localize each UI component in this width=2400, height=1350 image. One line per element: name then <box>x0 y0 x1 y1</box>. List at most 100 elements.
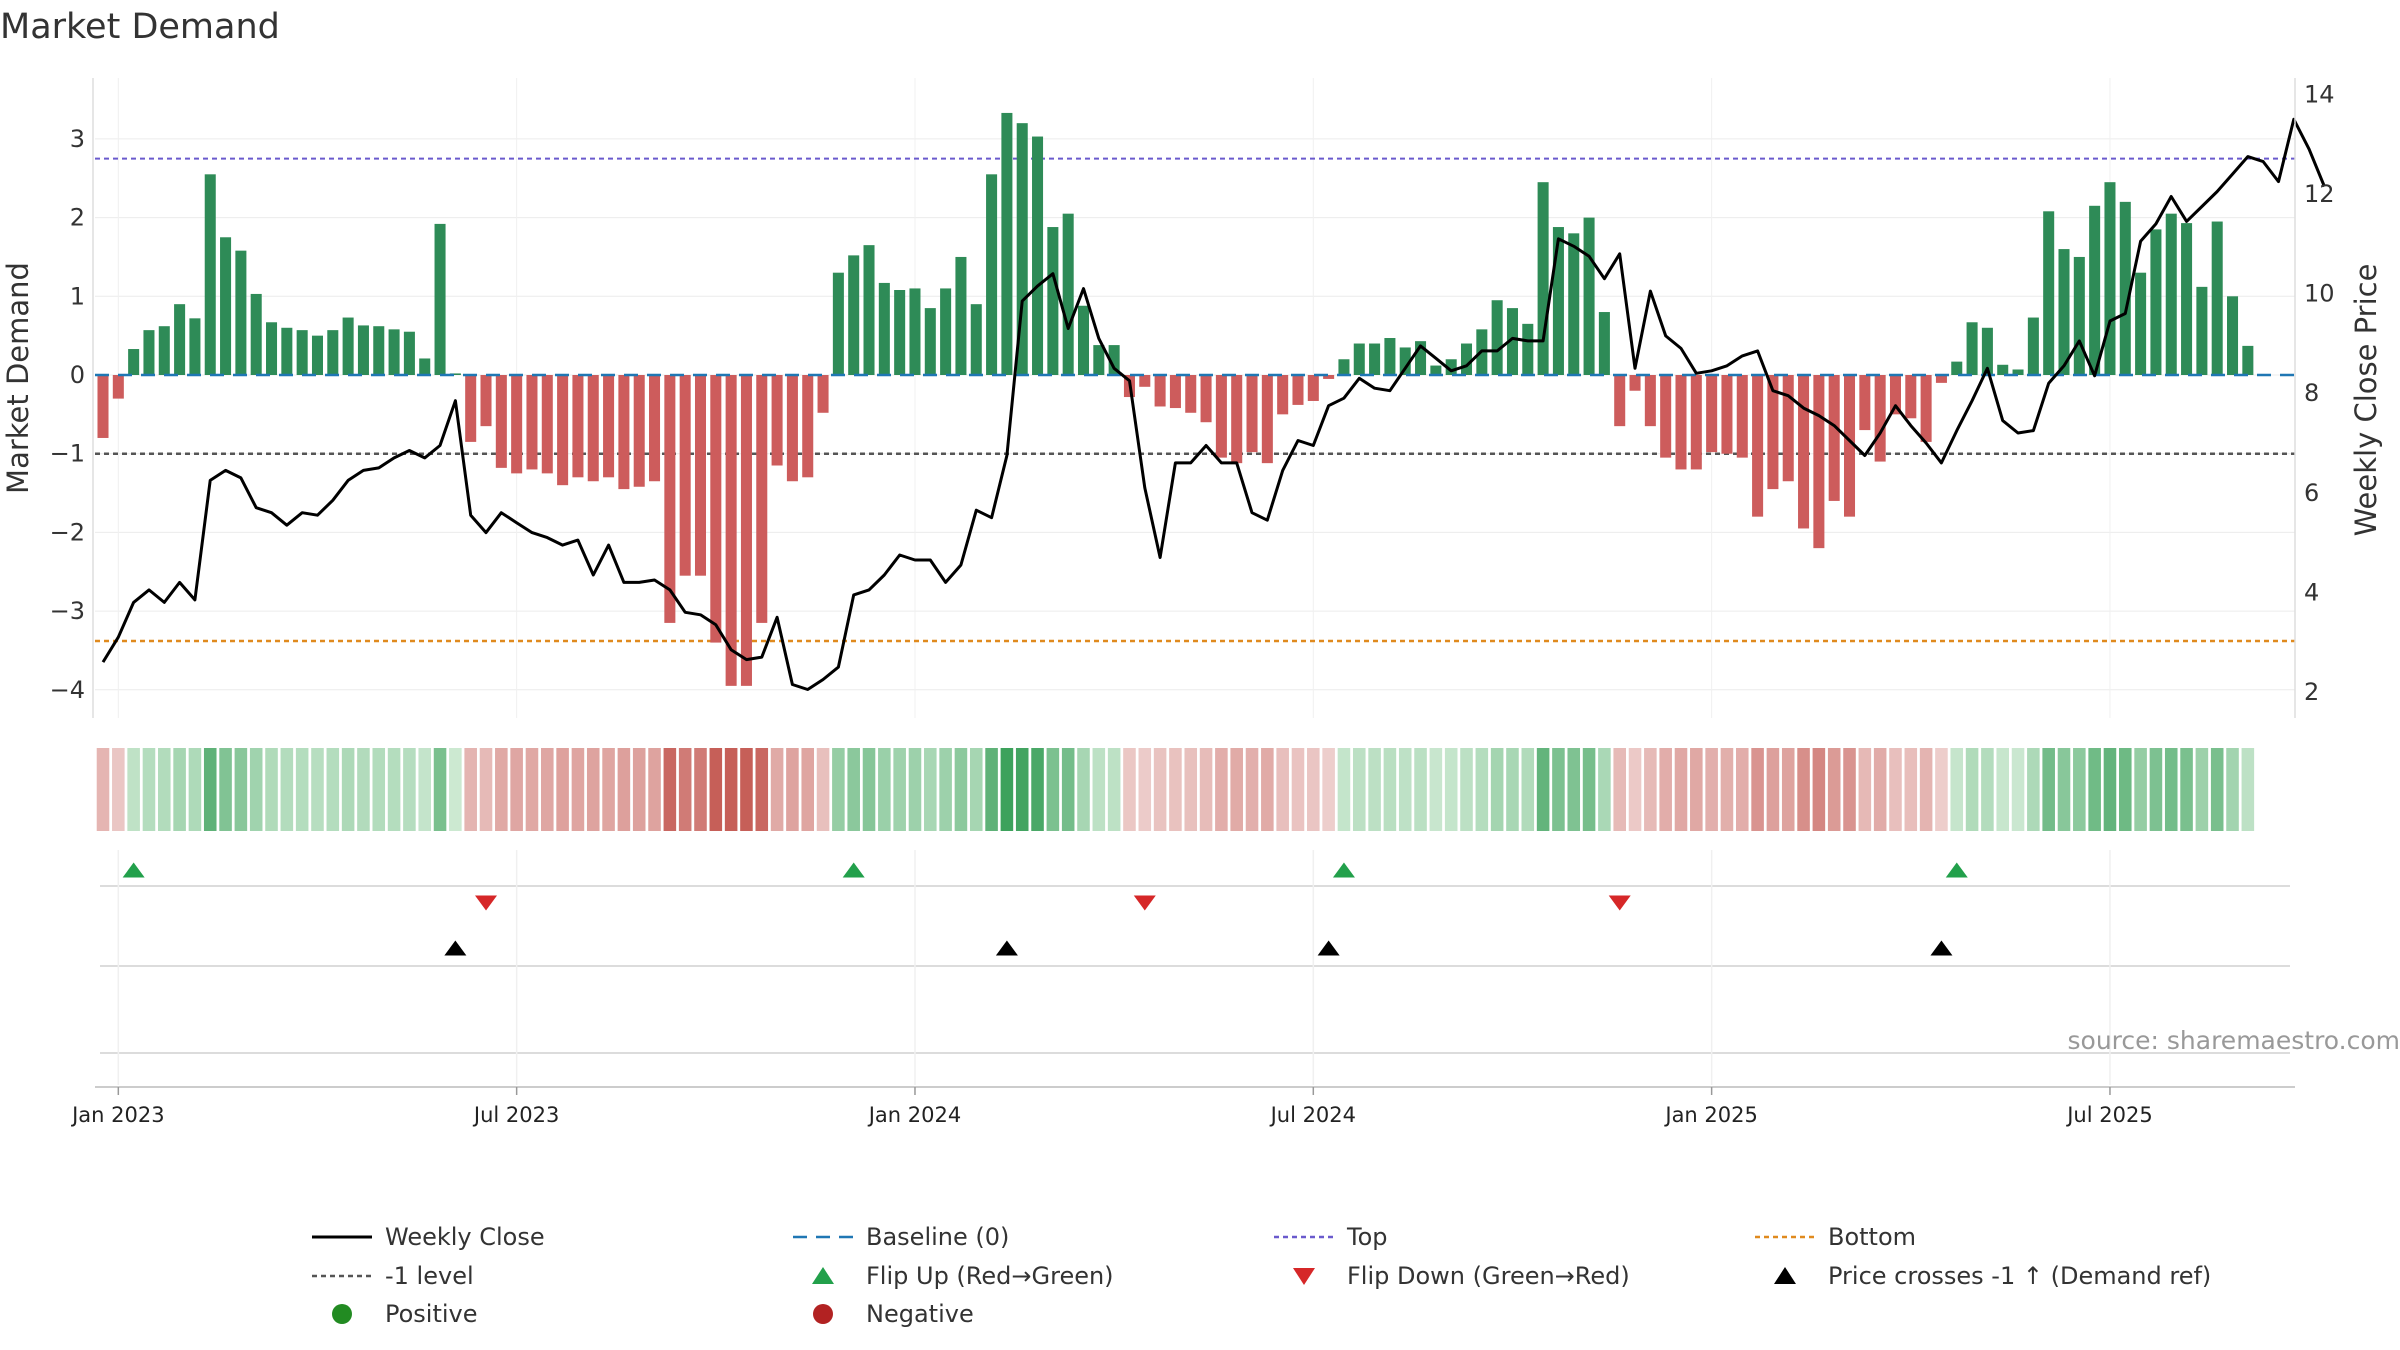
flip-up-marker <box>1945 862 1968 878</box>
legend-label: Flip Up (Red→Green) <box>866 1262 1114 1290</box>
legend-swatch <box>1293 1268 1315 1285</box>
y-tick-label: −3 <box>50 597 85 625</box>
demand-bar <box>1997 364 2009 375</box>
demand-bar <box>2012 369 2024 375</box>
demand-bar <box>894 290 906 375</box>
heat-cell <box>234 748 248 831</box>
demand-bar <box>1752 375 1764 517</box>
heat-cell <box>632 748 646 831</box>
y-tick-label: 3 <box>70 125 85 153</box>
demand-bar <box>1522 323 1534 375</box>
demand-bar <box>587 375 599 482</box>
demand-bar <box>357 325 369 375</box>
heat-cell <box>1981 748 1994 831</box>
heat-cell <box>2119 748 2132 831</box>
demand-bar <box>1445 359 1457 375</box>
heat-cell <box>295 748 309 831</box>
heat-cell <box>1475 748 1489 831</box>
demand-bar <box>220 237 232 375</box>
legend-label: Weekly Close <box>385 1223 545 1251</box>
demand-bar <box>1430 365 1442 375</box>
heat-cell <box>1812 748 1826 831</box>
demand-bar <box>649 375 661 482</box>
y2-tick-label: 14 <box>2304 80 2335 108</box>
demand-bar <box>1721 375 1733 454</box>
heat-cell <box>1107 748 1121 831</box>
demand-bar <box>1828 375 1840 501</box>
demand-bar <box>1323 375 1335 379</box>
demand-bar <box>802 375 814 478</box>
demand-bar <box>1246 375 1258 453</box>
demand-bar <box>1905 375 1917 419</box>
demand-bar <box>2181 223 2193 375</box>
heat-cell <box>1506 748 1519 831</box>
demand-bar <box>710 375 722 643</box>
heat-cell <box>1613 748 1626 831</box>
demand-bar <box>2089 205 2101 375</box>
heat-cell <box>755 748 769 831</box>
heat-cell <box>1490 748 1504 831</box>
y-tick-label: −4 <box>50 676 85 704</box>
heat-cell <box>1644 748 1657 831</box>
demand-bar <box>250 293 262 375</box>
demand-bar <box>1154 375 1166 407</box>
demand-bar <box>940 288 952 375</box>
legend-swatch <box>813 1304 833 1324</box>
demand-bar <box>1552 227 1564 375</box>
demand-bar <box>1583 217 1595 375</box>
heat-cell <box>1889 748 1902 831</box>
demand-bar <box>311 335 323 375</box>
demand-bar <box>2196 286 2208 375</box>
flip-up-marker <box>1332 862 1355 878</box>
demand-bar <box>924 308 936 375</box>
heat-cell <box>2180 748 2193 831</box>
source-credit: source: sharemaestro.com <box>2068 1026 2400 1055</box>
heat-cell <box>617 748 631 831</box>
demand-bar <box>2043 211 2055 375</box>
heat-cell <box>1429 748 1443 831</box>
heat-cell <box>832 748 845 831</box>
heat-cell <box>1383 748 1397 831</box>
heat-cell <box>1352 748 1366 831</box>
x-tick-label: Jul 2025 <box>2065 1103 2152 1127</box>
heat-cell <box>449 748 462 831</box>
heat-cell <box>1766 748 1780 831</box>
heat-cell <box>1444 748 1458 831</box>
heat-cell <box>709 748 723 831</box>
demand-bar <box>1231 375 1243 464</box>
demand-bar <box>449 373 461 375</box>
demand-bar <box>2242 345 2254 375</box>
demand-bar <box>112 375 124 399</box>
heat-cell <box>142 748 156 831</box>
heat-cell <box>1781 748 1795 831</box>
demand-bar <box>174 304 186 375</box>
legend-label: Positive <box>385 1300 478 1328</box>
price-cross-marker <box>1930 940 1953 956</box>
heat-cell <box>219 748 232 831</box>
demand-bar <box>909 288 921 375</box>
heat-cell <box>1046 748 1060 831</box>
heat-cell <box>847 748 860 831</box>
heat-cell <box>571 748 585 831</box>
heat-cell <box>173 748 186 831</box>
heat-cell <box>1720 748 1734 831</box>
demand-bar <box>1460 343 1473 375</box>
heat-cell <box>1092 748 1106 831</box>
demand-bar <box>2150 229 2162 375</box>
heat-cell <box>249 748 263 831</box>
heat-cell <box>510 748 523 831</box>
heat-cell <box>2027 748 2040 831</box>
demand-bar <box>373 326 385 375</box>
demand-bar <box>403 331 415 375</box>
heat-cell <box>908 748 922 831</box>
heat-cell <box>2241 748 2255 831</box>
heat-cell <box>1690 748 1703 831</box>
demand-bar <box>1491 300 1503 375</box>
heat-cell <box>2134 748 2147 831</box>
x-axis: Jan 2023 Jul 2023 Jan 2024 Jul 2024 Jan 2025… <box>70 1086 2295 1127</box>
heat-cell <box>418 748 432 831</box>
legend-label: Top <box>1346 1223 1388 1251</box>
demand-bar <box>342 317 354 375</box>
event-markers <box>100 850 2290 1085</box>
y-axis-label-left: Market Demand <box>1 262 35 494</box>
